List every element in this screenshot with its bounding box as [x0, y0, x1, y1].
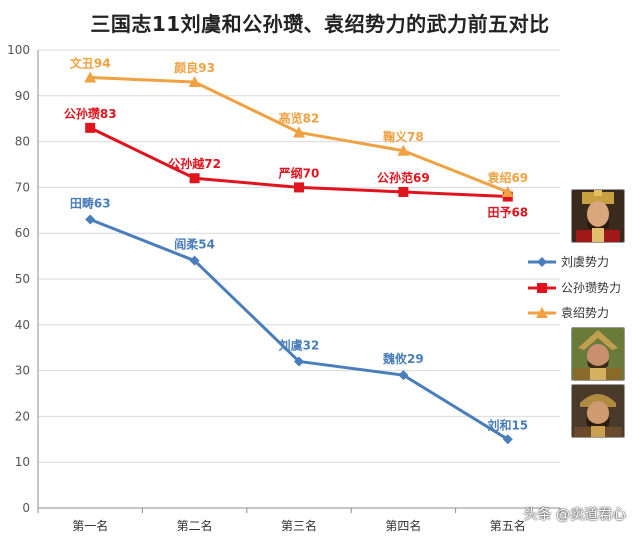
data-label: 高览82 — [279, 110, 320, 125]
data-label: 阎柔54 — [174, 237, 215, 252]
series-line-liuyu — [89, 218, 509, 441]
data-point-liuyu-marker — [398, 370, 409, 381]
data-label: 刘虞32 — [279, 337, 320, 352]
y-tick-label: 90 — [15, 89, 30, 103]
portrait-liuyu — [571, 384, 625, 438]
y-tick-label: 0 — [22, 501, 30, 515]
data-point-liuyu-marker — [189, 255, 200, 266]
data-label: 公孙范69 — [377, 170, 430, 185]
data-label: 公孙越72 — [168, 156, 221, 171]
general-portrait-icon — [572, 328, 624, 380]
y-tick-label: 80 — [15, 135, 30, 149]
data-point-liuyu-marker — [294, 356, 304, 367]
legend-label: 刘虞势力 — [561, 255, 609, 269]
general-portrait-icon — [572, 385, 624, 437]
data-label: 袁绍69 — [486, 170, 528, 185]
data-point-gongsun-marker — [85, 122, 96, 133]
y-tick-label: 30 — [15, 364, 30, 378]
y-tick-label: 70 — [15, 180, 30, 194]
data-label: 严纲70 — [278, 165, 320, 180]
data-point-yuanshao-marker — [188, 76, 201, 88]
y-tick-label: 100 — [7, 43, 30, 57]
data-point-gongsun-marker — [189, 173, 200, 184]
data-point-gongsun-marker — [294, 182, 304, 193]
data-label: 公孙瓒83 — [64, 106, 117, 121]
x-tick-label: 第五名 — [490, 518, 526, 533]
x-tick-label: 第一名 — [72, 518, 108, 533]
data-point-liuyu-marker — [85, 214, 96, 225]
watermark: 头条 @卖道君心 — [523, 507, 626, 523]
data-point-yuanshao-marker — [293, 126, 305, 138]
y-tick-label: 10 — [15, 455, 30, 469]
legend-marker — [537, 257, 547, 267]
legend-marker — [536, 307, 548, 318]
data-label: 颜良93 — [174, 60, 215, 75]
y-tick-label: 20 — [15, 409, 30, 423]
portrait-yuanshao — [571, 189, 625, 243]
data-point-yuanshao-marker — [397, 144, 410, 156]
x-tick-label: 第四名 — [385, 518, 421, 533]
data-point-liuyu-marker — [502, 434, 513, 445]
data-label: 鞠义78 — [383, 129, 424, 144]
legend-label: 袁绍势力 — [561, 306, 609, 320]
data-point-yuanshao-marker — [84, 71, 97, 83]
data-label: 田予68 — [487, 206, 528, 220]
x-tick-label: 第二名 — [177, 518, 213, 533]
data-label: 田畴63 — [70, 195, 111, 210]
data-label: 魏攸29 — [382, 351, 424, 366]
data-label: 文丑94 — [70, 55, 111, 70]
y-tick-label: 50 — [15, 272, 30, 286]
legend-label: 公孙瓒势力 — [561, 281, 621, 295]
data-point-yuanshao-marker — [501, 185, 514, 197]
y-tick-label: 40 — [15, 318, 30, 332]
general-portrait-icon — [572, 190, 624, 242]
data-label: 刘和15 — [487, 417, 528, 432]
legend-marker — [537, 283, 547, 293]
portrait-gongsun — [571, 327, 625, 381]
chart-title: 三国志11刘虞和公孙瓒、袁绍势力的武力前五对比 — [90, 12, 550, 36]
data-point-gongsun-marker — [398, 186, 409, 197]
x-tick-label: 第三名 — [281, 518, 317, 533]
y-tick-label: 60 — [15, 226, 30, 240]
